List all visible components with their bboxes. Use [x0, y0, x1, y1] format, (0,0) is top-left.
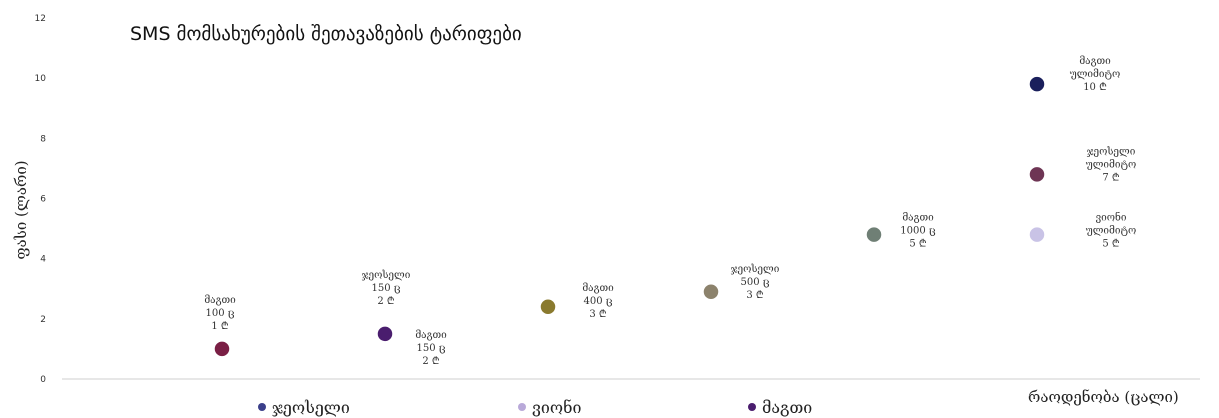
point-label-line: მაგთი	[582, 283, 614, 294]
legend-item: ჯეოსელი	[258, 398, 350, 417]
y-ticks: 0 2 4 6 8 10 12	[35, 14, 47, 385]
data-point-group: მაგთი 1000 ც 5 ₾	[865, 213, 936, 250]
data-point-group: მაგთი 400 ც 3 ₾	[539, 283, 614, 320]
legend-marker	[258, 403, 266, 411]
data-point	[1028, 75, 1046, 93]
data-point-group: ჯეოსელი ულიმიტო 7 ₾	[1028, 146, 1136, 184]
point-label-line: 7 ₾	[1102, 172, 1120, 183]
data-point-group: ჯეოსელი 500 ც 3 ₾	[702, 264, 780, 301]
data-point	[213, 340, 231, 358]
data-point-group: მაგთი 100 ც 1 ₾	[204, 295, 236, 358]
point-label-line: 3 ₾	[746, 290, 764, 301]
y-axis-label: ფასი (ლარი)	[12, 160, 30, 259]
point-label-line: მაგთი	[204, 295, 236, 306]
data-points: მაგთი 100 ც 1 ₾ ჯეოსელი 150 ც 2 ₾ მაგთი 150 ც 2 …	[204, 56, 1136, 367]
point-label-line: 150 ც	[371, 283, 400, 294]
legend-label: მაგთი	[762, 398, 812, 417]
point-label-line: ულიმიტო	[1086, 159, 1136, 170]
data-point	[539, 298, 557, 316]
chart-title: SMS მომსახურების შეთავაზების ტარიფები	[130, 23, 522, 45]
legend-item: ვიონი	[518, 398, 581, 417]
point-label-line: 100 ც	[205, 308, 234, 319]
data-point	[1028, 225, 1046, 244]
legend-marker	[748, 403, 756, 411]
y-tick-label: 2	[40, 315, 46, 325]
x-axis-label: რაოდენობა (ცალი)	[1028, 388, 1179, 406]
point-label-line: 1000 ც	[900, 226, 936, 237]
data-point-group: ვიონი ულიმიტო 5 ₾	[1028, 212, 1136, 250]
point-label-line: ჯეოსელი	[1087, 146, 1136, 157]
data-point-group: ჯეოსელი 150 ც 2 ₾ მაგთი 150 ც 2 ₾	[362, 270, 447, 367]
legend-item: მაგთი	[748, 398, 812, 417]
legend-label: ჯეოსელი	[272, 398, 350, 417]
point-label-line: 2 ₾	[422, 356, 440, 367]
point-label-line: 5 ₾	[1102, 239, 1120, 250]
data-point	[865, 225, 883, 244]
legend-marker	[518, 403, 526, 411]
y-tick-label: 10	[35, 74, 47, 84]
point-label-line: 1 ₾	[211, 321, 229, 332]
point-label-line: 400 ც	[583, 296, 612, 307]
y-tick-label: 0	[40, 375, 46, 385]
point-label-line: 150 ც	[416, 343, 445, 354]
point-label-line: ულიმიტო	[1070, 69, 1120, 80]
point-label-line: 3 ₾	[589, 309, 607, 320]
point-label-line: 5 ₾	[909, 239, 927, 250]
point-label-line: 2 ₾	[377, 296, 395, 307]
data-point	[702, 283, 720, 301]
point-label-line: მაგთი	[1079, 56, 1111, 67]
point-label-line: 10 ₾	[1083, 82, 1107, 93]
legend-label: ვიონი	[532, 398, 581, 417]
point-label-line: ულიმიტო	[1086, 226, 1136, 237]
y-tick-label: 6	[40, 195, 46, 205]
point-label-line: 500 ც	[740, 277, 769, 288]
point-label-line: ვიონი	[1096, 212, 1127, 224]
data-point	[1028, 165, 1046, 184]
data-point-group: მაგთი ულიმიტო 10 ₾	[1028, 56, 1120, 93]
data-point	[376, 325, 394, 343]
y-tick-label: 8	[40, 134, 46, 144]
point-label-line: ჯეოსელი	[731, 264, 780, 275]
point-label-line: ჯეოსელი	[362, 270, 411, 281]
point-label-line: მაგთი	[415, 330, 447, 341]
y-tick-label: 4	[40, 255, 46, 265]
legend: ჯეოსელი ვიონი მაგთი	[258, 398, 812, 417]
point-label-line: მაგთი	[902, 213, 934, 224]
y-tick-label: 12	[35, 14, 46, 24]
